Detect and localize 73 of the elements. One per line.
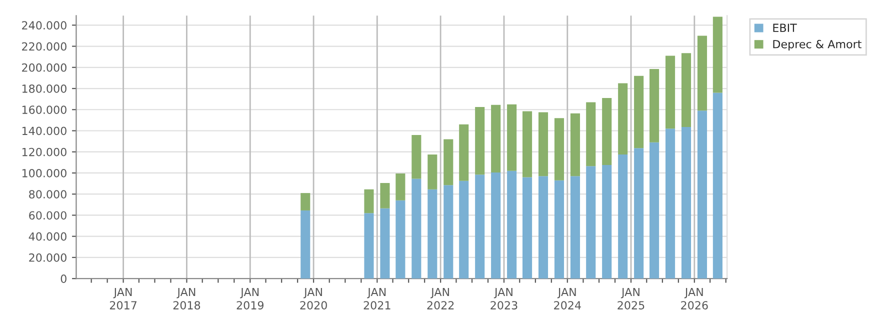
x-tick-label: JAN 2020 bbox=[300, 288, 327, 310]
bar bbox=[444, 139, 454, 186]
x-tick-label: JAN 2017 bbox=[110, 288, 136, 310]
bar bbox=[491, 172, 501, 279]
bar bbox=[586, 102, 596, 166]
bar bbox=[475, 174, 485, 279]
bar bbox=[570, 176, 580, 279]
bar bbox=[396, 200, 406, 279]
y-tick-label: 100.000 bbox=[22, 168, 66, 178]
bar bbox=[634, 148, 644, 279]
bar bbox=[665, 56, 676, 129]
bar bbox=[570, 113, 580, 176]
bar bbox=[650, 142, 660, 279]
bar bbox=[428, 154, 438, 190]
bar bbox=[712, 92, 722, 279]
x-tick-label: JAN 2023 bbox=[490, 288, 518, 310]
bar bbox=[697, 110, 708, 279]
bar bbox=[602, 98, 612, 166]
y-tick-label: 220.000 bbox=[22, 42, 66, 51]
x-tick-label: JAN 2024 bbox=[554, 288, 581, 310]
x-tick-label: JAN 2022 bbox=[427, 288, 454, 310]
y-tick-label: 0 bbox=[60, 274, 66, 283]
bar bbox=[697, 36, 708, 111]
bar bbox=[475, 106, 485, 175]
bar bbox=[554, 118, 564, 180]
x-tick-label: JAN 2025 bbox=[618, 288, 644, 310]
bar bbox=[364, 189, 374, 214]
bar bbox=[712, 16, 722, 93]
bar bbox=[491, 104, 501, 172]
y-tick-label: 60.000 bbox=[29, 211, 66, 220]
bar bbox=[522, 111, 532, 178]
bar bbox=[554, 180, 564, 279]
x-tick-label: JAN 2018 bbox=[173, 288, 200, 310]
bar bbox=[412, 134, 422, 179]
bar bbox=[618, 83, 628, 154]
y-tick-label: 80.000 bbox=[29, 190, 66, 198]
x-tick-label: JAN 2021 bbox=[364, 288, 390, 310]
bar bbox=[507, 170, 517, 279]
legend-label: EBIT bbox=[773, 24, 797, 32]
bar bbox=[459, 180, 469, 279]
bar bbox=[681, 53, 692, 128]
bar bbox=[300, 193, 310, 210]
y-tick-label: 240.000 bbox=[22, 21, 66, 30]
y-tick-label: 40.000 bbox=[28, 232, 66, 241]
bar bbox=[681, 127, 692, 279]
bar bbox=[538, 112, 548, 176]
bar bbox=[634, 76, 644, 148]
y-tick-label: 120.000 bbox=[22, 148, 66, 156]
bar bbox=[412, 178, 422, 279]
bar bbox=[538, 176, 548, 279]
bar bbox=[507, 104, 517, 171]
bar bbox=[380, 208, 390, 279]
bar bbox=[618, 154, 628, 279]
bar bbox=[380, 183, 390, 208]
x-tick-label: JAN 2019 bbox=[236, 288, 264, 310]
bar bbox=[459, 124, 469, 181]
bar bbox=[396, 174, 406, 200]
bar bbox=[586, 166, 596, 279]
x-tick-label: JAN 2026 bbox=[681, 288, 708, 310]
y-tick-label: 140.000 bbox=[22, 126, 66, 136]
bar bbox=[444, 185, 454, 279]
bar bbox=[665, 128, 676, 279]
bar bbox=[364, 213, 374, 279]
legend-label: Deprec & Amort bbox=[773, 40, 862, 50]
y-tick-label: 160.000 bbox=[22, 106, 66, 114]
y-tick-label: 180.000 bbox=[22, 84, 66, 93]
y-tick-label: 200.000 bbox=[22, 63, 66, 72]
bar bbox=[650, 68, 660, 142]
bar bbox=[300, 210, 310, 279]
y-tick-label: 20.000 bbox=[29, 253, 66, 262]
bar bbox=[522, 177, 532, 279]
bar bbox=[602, 165, 612, 279]
bar bbox=[428, 189, 438, 279]
